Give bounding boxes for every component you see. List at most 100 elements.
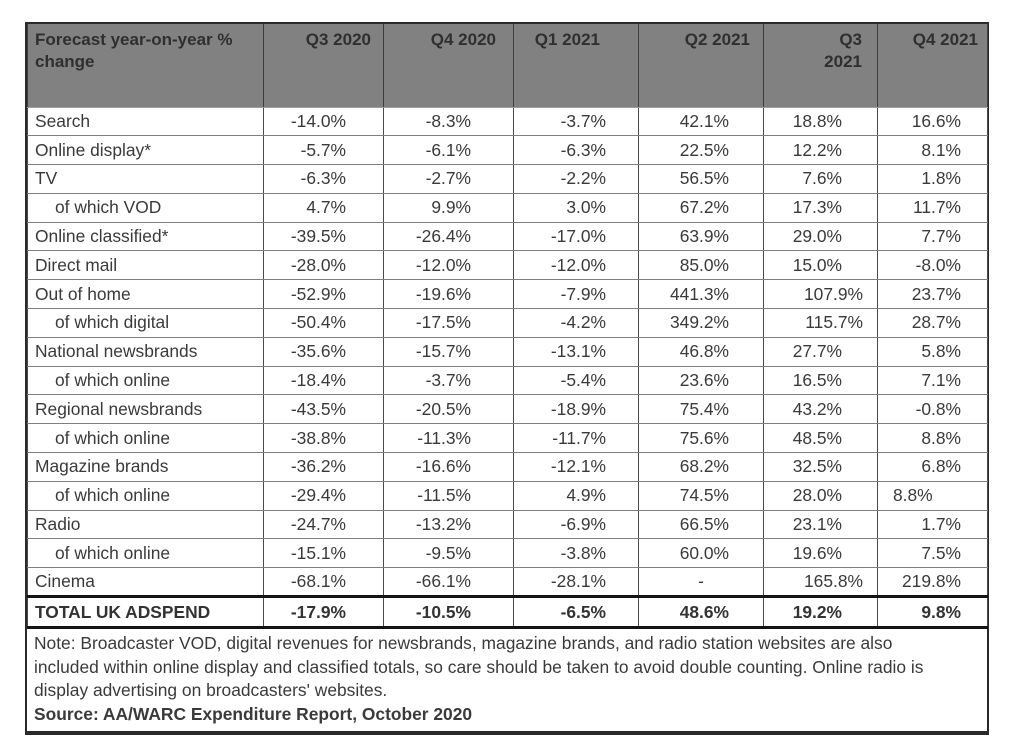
value-cell: 56.5% xyxy=(638,164,764,194)
value-cell: 9.9% xyxy=(383,192,514,223)
value-cell: -24.7% xyxy=(263,509,384,540)
value-cell: 19.2% xyxy=(763,595,878,630)
table-row: Online display* -5.7% -6.1% -6.3% 22.5% 12.2%… xyxy=(27,135,988,166)
value-cell: -6.5% xyxy=(513,595,639,630)
value-cell: 8.8% xyxy=(877,423,988,454)
value-cell: -6.3% xyxy=(513,135,639,166)
row-label-cell: Radio xyxy=(27,509,264,540)
source-line: Source: AA/WARC Expenditure Report, Octo… xyxy=(34,703,473,724)
row-label-cell: TV xyxy=(27,164,264,194)
value-cell: 42.1% xyxy=(638,106,764,137)
value-cell: 15.0% xyxy=(763,250,878,281)
value-cell: -5.4% xyxy=(513,365,639,396)
value-cell: -11.3% xyxy=(383,423,514,454)
value-cell: 115.7% xyxy=(763,308,878,338)
row-label-cell: of which online xyxy=(27,538,264,569)
value-cell: 16.5% xyxy=(763,365,878,396)
value-cell: 66.5% xyxy=(638,509,764,540)
value-cell: -17.9% xyxy=(263,595,384,630)
header-row: Forecast year-on-year % change Q3 2020 Q4… xyxy=(27,24,988,108)
value-cell: -6.1% xyxy=(383,135,514,166)
value-cell: 22.5% xyxy=(638,135,764,166)
column-header-cell: Q3 2021 xyxy=(763,24,878,108)
value-cell: 48.6% xyxy=(638,595,764,630)
value-cell: -29.4% xyxy=(263,480,384,511)
value-cell: 48.5% xyxy=(763,423,878,454)
value-cell: -7.9% xyxy=(513,279,639,310)
row-label-cell: National newsbrands xyxy=(27,336,264,367)
value-cell: 16.6% xyxy=(877,106,988,137)
value-cell: -19.6% xyxy=(383,279,514,310)
value-cell: -15.1% xyxy=(263,538,384,569)
row-label-cell: Direct mail xyxy=(27,250,264,281)
column-header-cell: Q3 2020 xyxy=(263,24,384,108)
value-cell: -3.7% xyxy=(383,365,514,396)
value-cell: 19.6% xyxy=(763,538,878,569)
value-cell: -0.8% xyxy=(877,394,988,425)
value-cell: -14.0% xyxy=(263,106,384,137)
value-cell: 74.5% xyxy=(638,480,764,511)
value-cell: 5.8% xyxy=(877,336,988,367)
value-cell: 23.6% xyxy=(638,365,764,396)
value-cell: -3.8% xyxy=(513,538,639,569)
value-cell: 28.0% xyxy=(763,480,878,511)
table-row: of which digital -50.4% -17.5% -4.2% 349.2% 1… xyxy=(27,308,988,338)
value-cell: -11.5% xyxy=(383,480,514,511)
table-row: Online classified* -39.5% -26.4% -17.0% 63.9… xyxy=(27,221,988,252)
value-cell: 46.8% xyxy=(638,336,764,367)
table-row: Direct mail -28.0% -12.0% -12.0% 85.0% 15.0% -… xyxy=(27,250,988,281)
row-label-cell: of which VOD xyxy=(27,192,264,223)
value-cell: 349.2% xyxy=(638,308,764,338)
adspend-table-block: Forecast year-on-year % change Q3 2020 Q4… xyxy=(25,22,989,736)
row-label-cell: of which online xyxy=(27,365,264,396)
value-cell: 23.7% xyxy=(877,279,988,310)
value-cell: -26.4% xyxy=(383,221,514,252)
value-cell: 23.1% xyxy=(763,509,878,540)
value-cell: 75.6% xyxy=(638,423,764,454)
value-cell: -17.5% xyxy=(383,308,514,338)
column-header-cell: Q2 2021 xyxy=(638,24,764,108)
table-row: Regional newsbrands -43.5% -20.5% -18.9% 75.… xyxy=(27,394,988,425)
value-cell: 7.6% xyxy=(763,164,878,194)
value-cell: 7.5% xyxy=(877,538,988,569)
value-cell: -6.3% xyxy=(263,164,384,194)
row-label-cell: Regional newsbrands xyxy=(27,394,264,425)
value-cell: -43.5% xyxy=(263,394,384,425)
column-header-cell: Q4 2021 xyxy=(877,24,988,108)
value-cell: 17.3% xyxy=(763,192,878,223)
table-row: Magazine brands -36.2% -16.6% -12.1% 68.2% 32… xyxy=(27,452,988,482)
value-cell: -6.9% xyxy=(513,509,639,540)
row-label-cell: Magazine brands xyxy=(27,452,264,482)
table-row: Search -14.0% -8.3% -3.7% 42.1% 18.8% 16.6% xyxy=(27,106,988,137)
row-label-cell: of which online xyxy=(27,423,264,454)
value-cell: 18.8% xyxy=(763,106,878,137)
value-cell: 68.2% xyxy=(638,452,764,482)
value-cell: -50.4% xyxy=(263,308,384,338)
value-cell: -12.0% xyxy=(513,250,639,281)
value-cell: -15.7% xyxy=(383,336,514,367)
value-cell: 165.8% xyxy=(763,567,878,598)
table-row: of which online -29.4% -11.5% 4.9% 74.5% 28.0… xyxy=(27,480,988,511)
corner-header-cell: Forecast year-on-year % change xyxy=(27,24,264,108)
value-cell: -17.0% xyxy=(513,221,639,252)
note-text: Note: Broadcaster VOD, digital revenues … xyxy=(34,633,924,701)
value-cell: -28.1% xyxy=(513,567,639,598)
table-row: TV -6.3% -2.7% -2.2% 56.5% 7.6% 1.8% xyxy=(27,164,988,194)
row-label-cell: Cinema xyxy=(27,567,264,598)
value-cell: 8.1% xyxy=(877,135,988,166)
value-cell: -5.7% xyxy=(263,135,384,166)
value-cell: 441.3% xyxy=(638,279,764,310)
value-cell: 67.2% xyxy=(638,192,764,223)
column-header-cell: Q4 2020 xyxy=(383,24,514,108)
value-cell: -66.1% xyxy=(383,567,514,598)
value-cell: -12.1% xyxy=(513,452,639,482)
row-label-cell: Out of home xyxy=(27,279,264,310)
value-cell: 9.8% xyxy=(877,595,988,630)
value-cell: 7.7% xyxy=(877,221,988,252)
value-cell: 4.9% xyxy=(513,480,639,511)
value-cell: -8.0% xyxy=(877,250,988,281)
value-cell: -68.1% xyxy=(263,567,384,598)
value-cell: -13.2% xyxy=(383,509,514,540)
value-cell: 29.0% xyxy=(763,221,878,252)
value-cell: -35.6% xyxy=(263,336,384,367)
